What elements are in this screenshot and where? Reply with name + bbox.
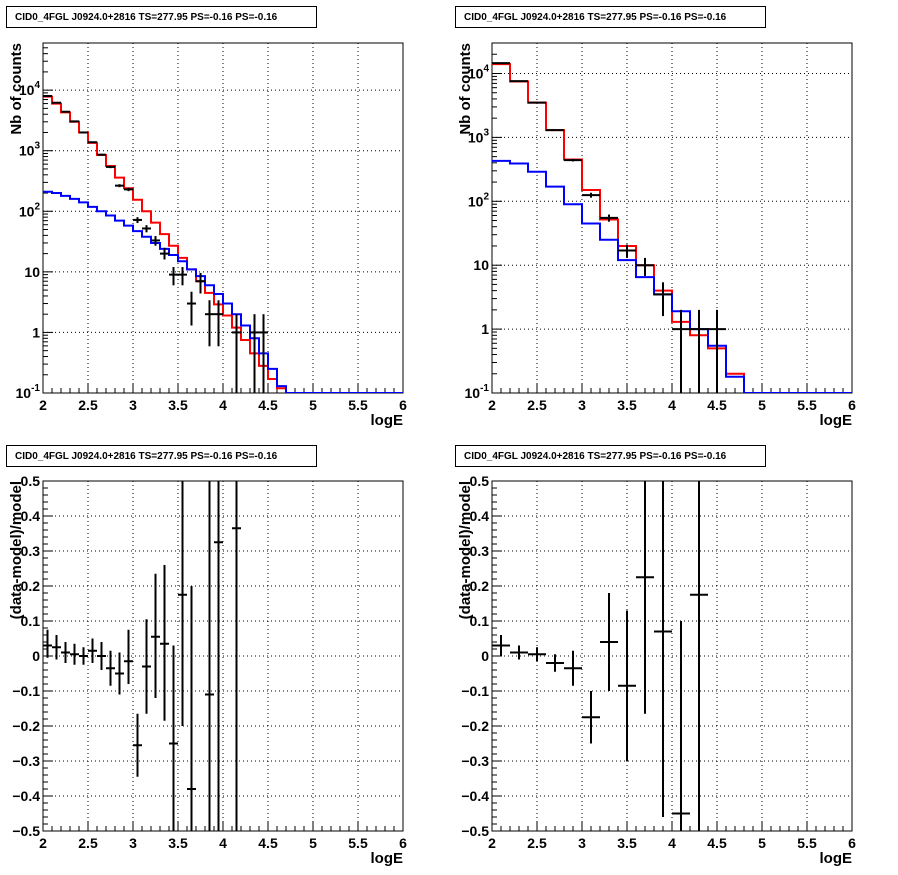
y-tick-label: 0.4 xyxy=(470,508,490,524)
x-tick-label: 2 xyxy=(488,397,496,413)
x-tick-label: 6 xyxy=(399,835,407,851)
series-group xyxy=(492,62,852,393)
x-tick-label: 4 xyxy=(219,397,227,413)
y-tick-label: −0.4 xyxy=(12,788,40,804)
pad-title-top-right: CID0_4FGL J0924.0+2816 TS=277.95 PS=-0.1… xyxy=(455,6,766,28)
histogram-series-0 xyxy=(43,95,403,393)
y-tick-label: 0.3 xyxy=(470,543,490,559)
y-tick-label: 10 xyxy=(24,264,40,280)
x-axis-label: logE xyxy=(371,850,404,867)
x-tick-label: 3.5 xyxy=(168,835,188,851)
series-group xyxy=(43,95,403,393)
y-tick-label: 0.1 xyxy=(21,613,41,629)
chart-pad-1: 2 2.5 3 3.5 4 4.5 5 5.5 6 10-1 1 10 102 103 104 logE Nb … xyxy=(457,42,856,429)
y-tick-label: 0.2 xyxy=(470,578,490,594)
x-tick-label: 2.5 xyxy=(527,835,547,851)
y-tick-label: 0.5 xyxy=(470,473,490,489)
x-tick-label: 5 xyxy=(758,835,766,851)
x-tick-label: 3 xyxy=(578,835,586,851)
y-tick-label: 1 xyxy=(481,321,489,337)
y-axis-label: Nb of counts xyxy=(457,43,474,135)
y-tick-label: −0.2 xyxy=(461,718,489,734)
x-tick-label: 3.5 xyxy=(617,835,637,851)
pad-title-top-left: CID0_4FGL J0924.0+2816 TS=277.95 PS=-0.1… xyxy=(6,6,317,28)
x-tick-label: 5.5 xyxy=(797,835,817,851)
y-tick-label: 0.4 xyxy=(21,508,41,524)
y-tick-label: −0.2 xyxy=(12,718,40,734)
x-tick-label: 3 xyxy=(129,397,137,413)
x-tick-label: 5.5 xyxy=(348,397,368,413)
x-axis-label: logE xyxy=(371,412,404,429)
x-tick-label: 4.5 xyxy=(258,397,278,413)
x-tick-label: 4.5 xyxy=(707,835,727,851)
y-tick-label: 10-1 xyxy=(465,383,490,401)
x-tick-label: 5 xyxy=(309,835,317,851)
x-tick-label: 6 xyxy=(848,397,856,413)
x-tick-label: 4 xyxy=(219,835,227,851)
x-tick-label: 3.5 xyxy=(617,397,637,413)
y-tick-label: 0.5 xyxy=(21,473,41,489)
x-tick-label: 2 xyxy=(488,835,496,851)
y-tick-label: −0.3 xyxy=(12,753,40,769)
x-tick-label: 5 xyxy=(309,397,317,413)
x-tick-label: 2 xyxy=(39,835,47,851)
y-tick-label: 0.1 xyxy=(470,613,490,629)
y-tick-label: −0.4 xyxy=(461,788,489,804)
chart-pad-2: 2 2.5 3 3.5 4 4.5 5 5.5 6 −0.5 −0.4 −0.3 −0.2 −0.1 0 0.… xyxy=(8,473,407,867)
x-tick-label: 3 xyxy=(578,397,586,413)
x-tick-label: 2 xyxy=(39,397,47,413)
x-tick-label: 4.5 xyxy=(258,835,278,851)
y-tick-label: 10-1 xyxy=(16,383,41,401)
y-tick-label: 102 xyxy=(468,191,490,209)
x-axis-label: logE xyxy=(820,850,853,867)
y-tick-label: 0 xyxy=(481,648,489,664)
x-tick-label: 5.5 xyxy=(797,397,817,413)
y-tick-label: 0.3 xyxy=(21,543,41,559)
chart-pad-3: 2 2.5 3 3.5 4 4.5 5 5.5 6 −0.5 −0.4 −0.3 −0.2 −0.1 0 0.… xyxy=(457,473,856,867)
y-tick-label: 0 xyxy=(32,648,40,664)
histogram-series-1 xyxy=(43,190,403,393)
y-tick-label: 0.2 xyxy=(21,578,41,594)
pad-title-bottom-right: CID0_4FGL J0924.0+2816 TS=277.95 PS=-0.1… xyxy=(455,445,766,467)
x-tick-label: 3.5 xyxy=(168,397,188,413)
y-tick-label: 103 xyxy=(19,141,41,159)
y-axis-label: Nb of counts xyxy=(8,43,25,135)
x-axis-label: logE xyxy=(820,412,853,429)
y-tick-label: 10 xyxy=(473,257,489,273)
y-tick-label: −0.1 xyxy=(461,683,489,699)
series-group xyxy=(492,481,708,831)
x-tick-label: 4.5 xyxy=(707,397,727,413)
x-tick-label: 6 xyxy=(848,835,856,851)
chart-pad-0: 2 2.5 3 3.5 4 4.5 5 5.5 6 10-1 1 10 102 103 104 logE Nb … xyxy=(8,42,407,429)
x-tick-label: 2.5 xyxy=(78,835,98,851)
y-tick-label: −0.5 xyxy=(461,823,489,839)
y-axis-label: (data-model)/model xyxy=(8,481,25,619)
histogram-series-1 xyxy=(492,159,852,393)
x-tick-label: 2.5 xyxy=(78,397,98,413)
y-tick-label: −0.1 xyxy=(12,683,40,699)
x-tick-label: 4 xyxy=(668,835,676,851)
x-tick-label: 3 xyxy=(129,835,137,851)
y-tick-label: 104 xyxy=(19,80,41,98)
y-tick-label: 104 xyxy=(468,63,490,81)
y-tick-label: 103 xyxy=(468,127,490,145)
x-tick-label: 2.5 xyxy=(527,397,547,413)
y-tick-label: 102 xyxy=(19,201,41,219)
y-axis-label: (data-model)/model xyxy=(457,481,474,619)
x-tick-label: 5.5 xyxy=(348,835,368,851)
y-tick-label: 1 xyxy=(32,324,40,340)
series-group xyxy=(43,481,241,831)
x-tick-label: 4 xyxy=(668,397,676,413)
x-tick-label: 6 xyxy=(399,397,407,413)
x-tick-label: 5 xyxy=(758,397,766,413)
pad-title-bottom-left: CID0_4FGL J0924.0+2816 TS=277.95 PS=-0.1… xyxy=(6,445,317,467)
y-tick-label: −0.5 xyxy=(12,823,40,839)
y-tick-label: −0.3 xyxy=(461,753,489,769)
